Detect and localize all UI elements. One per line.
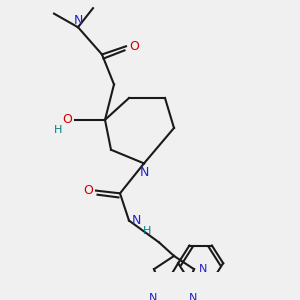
Text: N: N [73, 14, 83, 27]
Text: H: H [143, 226, 151, 236]
Text: H: H [54, 125, 63, 135]
Text: O: O [62, 113, 72, 126]
Text: N: N [139, 166, 149, 179]
Text: O: O [83, 184, 93, 197]
Text: N: N [132, 214, 141, 227]
Text: N: N [189, 293, 198, 300]
Text: N: N [199, 264, 207, 274]
Text: O: O [129, 40, 139, 53]
Text: N: N [149, 293, 157, 300]
